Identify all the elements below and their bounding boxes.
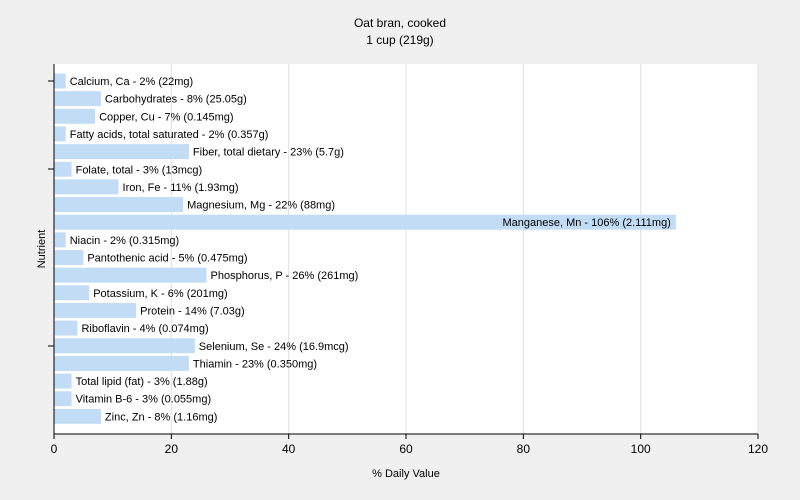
x-tick-label: 40 xyxy=(282,442,296,456)
bar xyxy=(54,267,207,283)
bar-label: Fatty acids, total saturated - 2% (0.357… xyxy=(70,129,269,141)
bar xyxy=(54,408,101,424)
chart-subtitle: 1 cup (219g) xyxy=(366,33,433,47)
bar xyxy=(54,214,676,230)
x-tick-label: 0 xyxy=(51,442,58,456)
bar-label: Magnesium, Mg - 22% (88mg) xyxy=(187,200,335,212)
bars: Calcium, Ca - 2% (22mg) Carbohydrates - 8… xyxy=(54,73,676,424)
x-axis-ticks: 0 20 40 60 80 100 120 xyxy=(51,434,768,456)
bar xyxy=(54,391,72,407)
bar xyxy=(54,250,84,265)
bar-label: Copper, Cu - 7% (0.145mg) xyxy=(99,111,234,123)
grid-lines xyxy=(170,64,759,434)
bar xyxy=(54,179,119,195)
bar xyxy=(54,108,96,124)
bar-label: Calcium, Ca - 2% (22mg) xyxy=(70,76,193,88)
bar-label: Total lipid (fat) - 3% (1.88g) xyxy=(76,376,208,388)
bar-label: Pantothenic acid - 5% (0.475mg) xyxy=(87,253,247,265)
bar xyxy=(54,126,66,142)
bar xyxy=(54,161,72,177)
bar xyxy=(54,232,66,248)
bar-label: Potassium, K - 6% (201mg) xyxy=(93,288,228,300)
x-tick-label: 20 xyxy=(165,442,179,456)
chart-title: Oat bran, cooked xyxy=(354,16,446,30)
bar-label: Carbohydrates - 8% (25.05g) xyxy=(105,94,247,106)
bar-label: Protein - 14% (7.03g) xyxy=(140,305,245,317)
x-tick-label: 120 xyxy=(748,442,768,456)
bar-label: Folate, total - 3% (13mcg) xyxy=(76,164,203,176)
bar-label: Niacin - 2% (0.315mg) xyxy=(70,235,179,247)
bar-label: Thiamin - 23% (0.350mg) xyxy=(193,358,317,370)
bar xyxy=(54,355,189,371)
bar-label: Iron, Fe - 11% (1.93mg) xyxy=(123,182,239,194)
bar-label: Phosphorus, P - 26% (261mg) xyxy=(211,270,359,282)
x-axis-label: % Daily Value xyxy=(372,468,440,480)
bar xyxy=(54,285,90,301)
bar-label: Riboflavin - 4% (0.074mg) xyxy=(81,323,208,335)
x-tick-label: 100 xyxy=(631,442,651,456)
bar xyxy=(54,197,184,213)
bar xyxy=(54,302,137,318)
x-tick-label: 60 xyxy=(399,442,413,456)
x-tick-label: 80 xyxy=(517,442,531,456)
bar xyxy=(54,373,72,389)
bar-label: Zinc, Zn - 8% (1.16mg) xyxy=(105,411,217,423)
bar-label: Selenium, Se - 24% (16.9mcg) xyxy=(199,341,349,353)
bar xyxy=(54,73,66,89)
bar xyxy=(54,338,195,354)
bar xyxy=(54,144,189,160)
bar-label: Manganese, Mn - 106% (2.111mg) xyxy=(503,217,671,229)
y-axis-label: Nutrient xyxy=(36,230,48,269)
bar-label: Vitamin B-6 - 3% (0.055mg) xyxy=(76,394,212,406)
bar xyxy=(54,320,78,336)
bar xyxy=(54,91,101,107)
bar-label: Fiber, total dietary - 23% (5.7g) xyxy=(193,147,344,159)
